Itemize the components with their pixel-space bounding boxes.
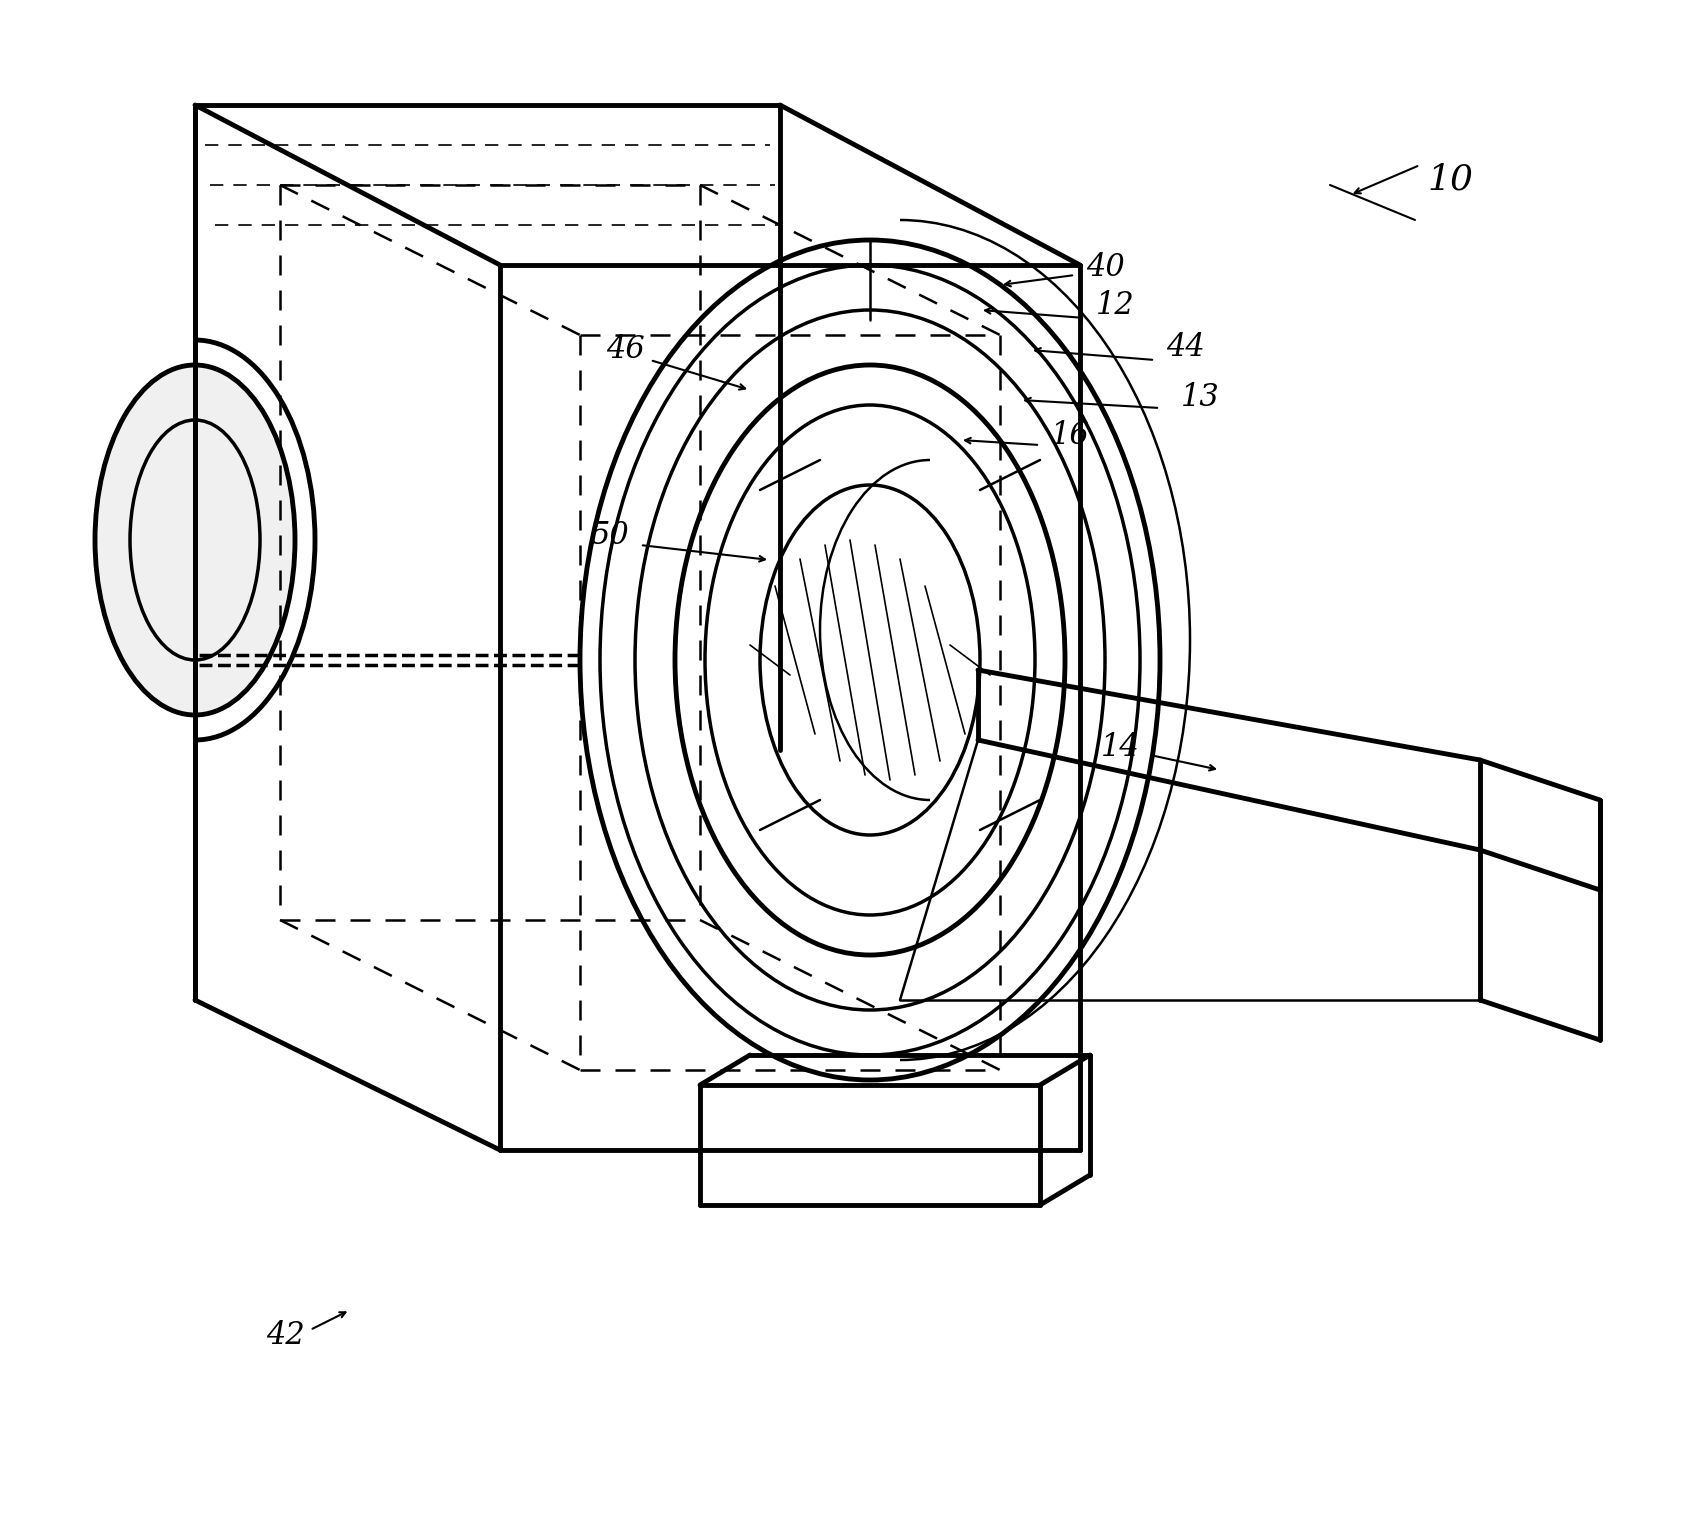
Text: 13: 13 <box>1181 382 1220 414</box>
Text: 42: 42 <box>266 1320 305 1351</box>
Text: 10: 10 <box>1427 163 1473 198</box>
Ellipse shape <box>580 240 1159 1080</box>
Text: 50: 50 <box>591 520 630 551</box>
Text: 14: 14 <box>1100 733 1139 764</box>
Text: 46: 46 <box>605 335 644 365</box>
Ellipse shape <box>94 365 295 715</box>
Text: 16: 16 <box>1051 420 1090 450</box>
Ellipse shape <box>760 485 981 835</box>
Text: 12: 12 <box>1095 289 1134 321</box>
Text: 40: 40 <box>1085 252 1124 283</box>
Text: 44: 44 <box>1166 333 1205 364</box>
